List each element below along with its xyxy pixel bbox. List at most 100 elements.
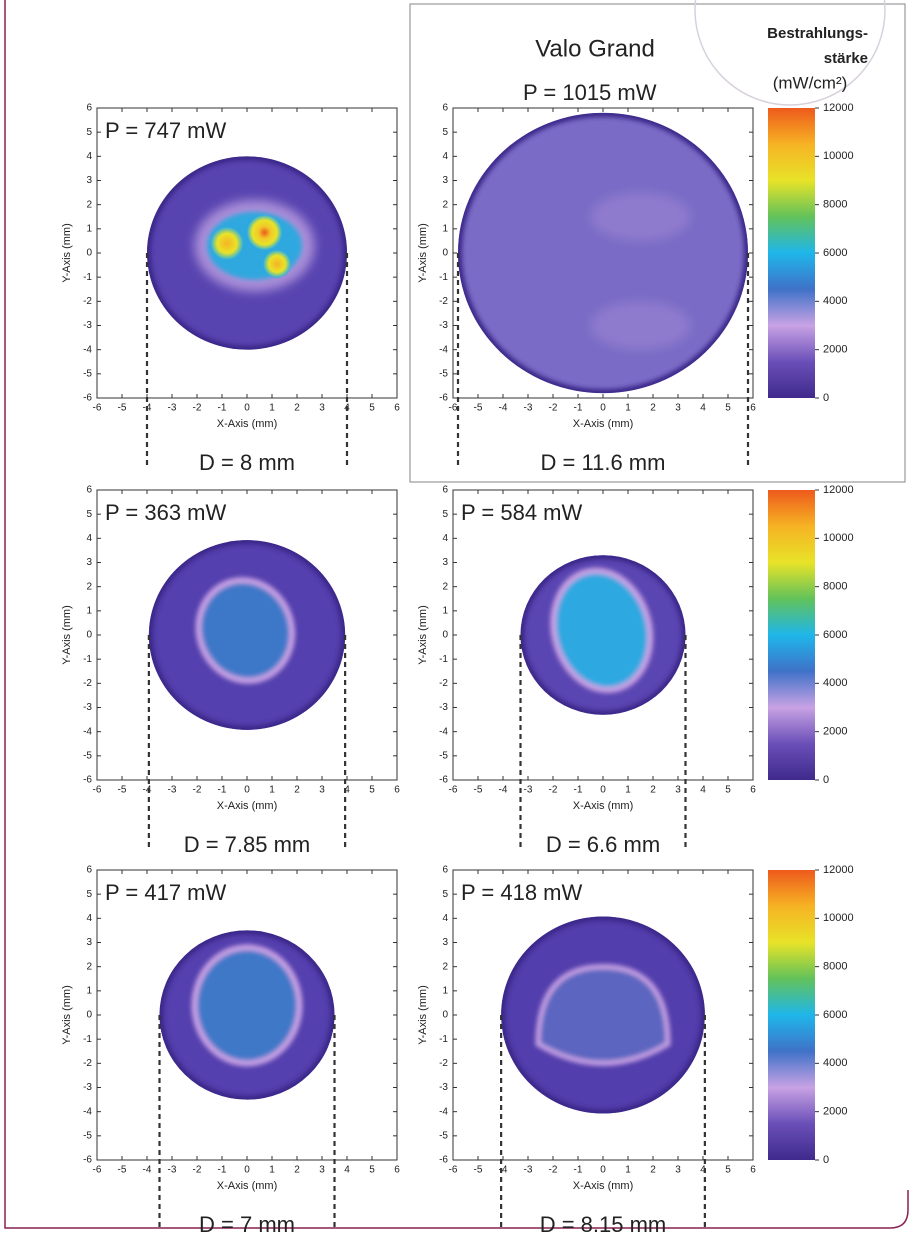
x-tick-label: -5 <box>474 785 483 796</box>
y-tick-label: 1 <box>86 985 92 996</box>
y-tick-label: -5 <box>83 368 92 379</box>
x-tick-label: 4 <box>700 785 706 796</box>
y-tick-label: -2 <box>439 1058 448 1069</box>
y-tick-label: -4 <box>439 726 448 737</box>
y-tick-label: 6 <box>442 485 448 496</box>
colorbar-tick-label: 4000 <box>823 677 847 689</box>
diameter-label: D = 7.85 mm <box>184 832 311 857</box>
y-tick-label: -3 <box>439 1082 448 1093</box>
diameter-label: D = 8 mm <box>199 450 295 475</box>
power-label: P = 1015 mW <box>523 80 657 105</box>
x-tick-label: -3 <box>524 403 533 414</box>
y-tick-label: 4 <box>86 913 92 924</box>
x-tick-label: -2 <box>193 785 202 796</box>
x-tick-label: 3 <box>675 785 681 796</box>
x-axis-label: X-Axis (mm) <box>573 1180 634 1192</box>
colorbar-title: stärke <box>824 50 868 67</box>
y-tick-label: 5 <box>442 889 448 900</box>
x-tick-label: 4 <box>344 1165 350 1176</box>
y-tick-label: -4 <box>439 1106 448 1117</box>
x-axis-label: X-Axis (mm) <box>217 1180 278 1192</box>
y-tick-label: 6 <box>86 103 92 114</box>
x-tick-label: -5 <box>474 403 483 414</box>
y-tick-label: 4 <box>442 533 448 544</box>
y-tick-label: -4 <box>83 726 92 737</box>
colorbar-tick-label: 8000 <box>823 961 847 973</box>
y-tick-label: 3 <box>86 175 92 186</box>
y-tick-label: 1 <box>442 223 448 234</box>
colorbar-tick-label: 8000 <box>823 199 847 211</box>
x-tick-label: 1 <box>625 403 631 414</box>
y-tick-label: 4 <box>86 151 92 162</box>
x-tick-label: 6 <box>394 785 400 796</box>
x-tick-label: -4 <box>499 1165 508 1176</box>
y-tick-label: 6 <box>442 865 448 876</box>
y-tick-label: -1 <box>439 272 448 283</box>
hotspot <box>211 227 244 259</box>
x-tick-label: 0 <box>244 785 250 796</box>
diameter-label: D = 6.6 mm <box>546 832 660 857</box>
x-axis-label: X-Axis (mm) <box>573 418 634 430</box>
colorbar-tick-label: 2000 <box>823 1106 847 1118</box>
x-tick-label: -2 <box>193 1165 202 1176</box>
x-tick-label: -3 <box>168 785 177 796</box>
y-tick-label: 4 <box>442 913 448 924</box>
x-tick-label: -1 <box>574 1165 583 1176</box>
y-tick-label: 0 <box>442 248 448 259</box>
colorbar-tick-label: 10000 <box>823 532 854 544</box>
x-tick-label: -6 <box>449 403 458 414</box>
x-tick-label: -6 <box>93 403 102 414</box>
colorbar-tick-label: 0 <box>823 392 829 404</box>
x-tick-label: -5 <box>118 785 127 796</box>
x-tick-label: -2 <box>193 403 202 414</box>
x-tick-label: -6 <box>93 1165 102 1176</box>
x-tick-label: -3 <box>524 1165 533 1176</box>
y-tick-label: -2 <box>439 296 448 307</box>
y-tick-label: -6 <box>83 775 92 786</box>
colorbar-title: (mW/cm²) <box>773 73 848 92</box>
x-tick-label: 1 <box>269 403 275 414</box>
diameter-label: D = 7 mm <box>199 1212 295 1237</box>
y-tick-label: -6 <box>83 393 92 404</box>
y-tick-label: 0 <box>442 1010 448 1021</box>
x-tick-label: 0 <box>244 1165 250 1176</box>
x-tick-label: -5 <box>474 1165 483 1176</box>
x-tick-label: 2 <box>294 785 300 796</box>
power-label: P = 417 mW <box>105 880 226 905</box>
x-tick-label: -4 <box>143 785 152 796</box>
power-label: P = 363 mW <box>105 500 226 525</box>
x-tick-label: -4 <box>143 1165 152 1176</box>
colorbar-tick-label: 6000 <box>823 629 847 641</box>
y-tick-label: 5 <box>86 889 92 900</box>
x-tick-label: 5 <box>369 785 375 796</box>
colorbar-tick-label: 4000 <box>823 1057 847 1069</box>
x-tick-label: 1 <box>625 785 631 796</box>
x-tick-label: -1 <box>218 1165 227 1176</box>
y-tick-label: 6 <box>86 865 92 876</box>
x-tick-label: 5 <box>725 1165 731 1176</box>
y-tick-label: 5 <box>442 509 448 520</box>
y-tick-label: 2 <box>86 961 92 972</box>
colorbar <box>768 870 815 1160</box>
hotspot <box>247 215 282 250</box>
x-tick-label: -5 <box>118 1165 127 1176</box>
x-tick-label: -3 <box>168 1165 177 1176</box>
x-tick-label: -2 <box>549 403 558 414</box>
y-axis-label: Y-Axis (mm) <box>61 223 73 282</box>
y-tick-label: -1 <box>83 654 92 665</box>
y-tick-label: -3 <box>83 1082 92 1093</box>
x-tick-label: -3 <box>168 403 177 414</box>
y-tick-label: 5 <box>442 127 448 138</box>
y-tick-label: 1 <box>86 605 92 616</box>
x-tick-label: -4 <box>499 403 508 414</box>
x-tick-label: 6 <box>750 785 756 796</box>
y-tick-label: -2 <box>83 296 92 307</box>
power-label: P = 584 mW <box>461 500 582 525</box>
x-tick-label: -5 <box>118 403 127 414</box>
x-tick-label: 3 <box>319 403 325 414</box>
y-tick-label: -2 <box>83 678 92 689</box>
x-tick-label: 2 <box>650 403 656 414</box>
x-tick-label: -6 <box>93 785 102 796</box>
x-tick-label: -2 <box>549 785 558 796</box>
x-tick-label: -1 <box>218 785 227 796</box>
